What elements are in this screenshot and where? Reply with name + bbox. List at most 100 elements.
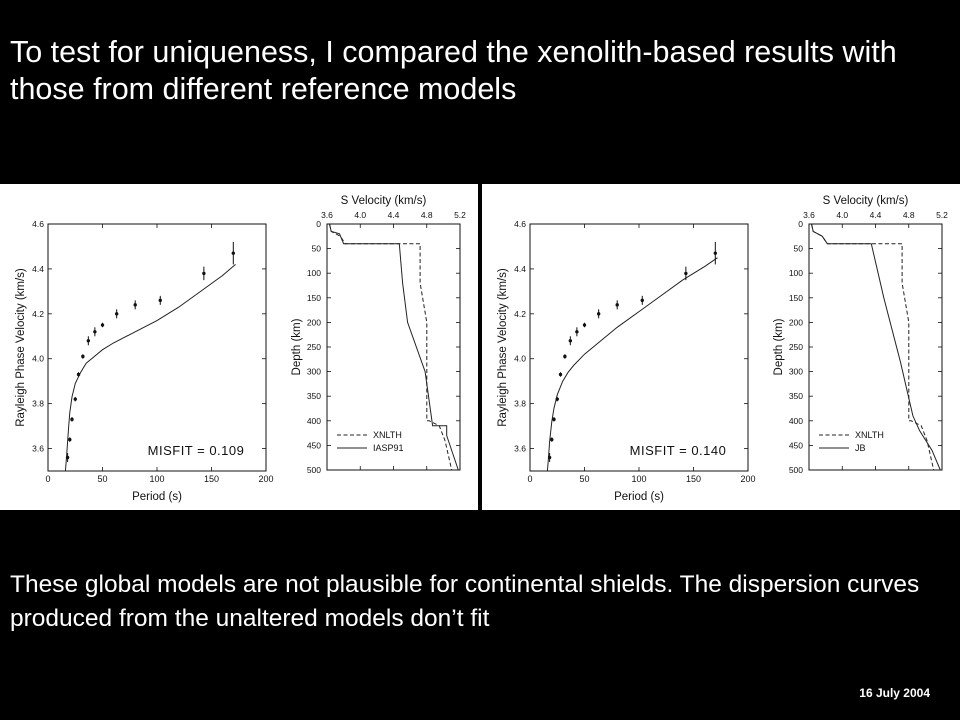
figure-panel-jb: 0 50 100 150 200 3.6 3.8 4.0 4.2 4.4 4.6 Period (s)… [482, 184, 960, 510]
y-tick-label: 250 [789, 342, 803, 352]
y-tick-label: 200 [789, 317, 803, 327]
figure-panel-right-svg: 0 50 100 150 200 3.6 3.8 4.0 4.2 4.4 4.6 Period (s)… [497, 195, 948, 503]
observed-point [684, 271, 688, 276]
y-tick-label: 350 [307, 391, 321, 401]
y-tick-label: 4.2 [514, 309, 526, 319]
y-axis-label: Rayleigh Phase Velocity (km/s) [497, 268, 509, 427]
x-tick-label: 5.2 [936, 210, 948, 220]
y-tick-label: 150 [789, 293, 803, 303]
y-tick-label: 0 [316, 219, 321, 229]
observed-point [713, 251, 717, 255]
y-axis-label: Depth (km) [291, 318, 303, 375]
x-tick-label: 4.4 [870, 210, 882, 220]
observed-point [558, 372, 563, 377]
observed-point [550, 437, 554, 442]
velocity-profile-jb [811, 223, 941, 471]
legend-label-xnlth: XNLTH [373, 430, 402, 440]
x-tick-label: 4.4 [388, 210, 400, 220]
observed-point [555, 397, 559, 401]
y-tick-label: 300 [789, 367, 803, 377]
predicted-dispersion-curve [64, 264, 236, 472]
y-tick-label: 450 [789, 440, 803, 450]
observed-point [552, 417, 556, 422]
misfit-annotation: MISFIT = 0.140 [630, 443, 727, 458]
observed-point [65, 455, 70, 460]
x-tick-label: 4.8 [903, 210, 915, 220]
y-tick-label: 100 [307, 268, 321, 278]
slide-caption: These global models are not plausible fo… [10, 571, 920, 632]
observed-point [158, 298, 162, 303]
y-tick-label: 4.6 [32, 219, 44, 229]
y-tick-label: 400 [307, 416, 321, 426]
x-tick-label: 0 [45, 474, 50, 484]
y-tick-label: 200 [307, 317, 321, 327]
observed-point [93, 330, 97, 334]
x-tick-label: 5.2 [454, 210, 466, 220]
y-tick-label: 3.8 [514, 399, 526, 409]
observed-point [81, 354, 85, 359]
observed-point [202, 271, 206, 276]
observed-point [231, 251, 235, 255]
x-tick-label: 100 [149, 474, 164, 484]
legend-label-iasp91: IASP91 [373, 443, 404, 453]
x-axis-label: Period (s) [614, 491, 664, 503]
x-axis-label: S Velocity (km/s) [823, 195, 909, 207]
predicted-dispersion-curve [546, 257, 718, 472]
velocity-profile-jb: 3.6 4.0 4.4 4.8 5.2 0 50 100 150 200 250 300 350 400 4… [773, 195, 948, 475]
observed-point [68, 437, 72, 442]
x-tick-label: 4.0 [836, 210, 848, 220]
observed-point [70, 417, 74, 422]
slide-date: 16 July 2004 [859, 686, 930, 700]
x-tick-label: 200 [258, 474, 273, 484]
y-tick-label: 450 [307, 440, 321, 450]
dispersion-chart-iasp91: 0 50 100 150 200 3.6 3.8 4.0 4.2 4.4 4.6 Period (s)… [15, 219, 274, 503]
observed-point [615, 303, 619, 307]
y-tick-label: 100 [789, 268, 803, 278]
x-tick-label: 150 [204, 474, 219, 484]
legend-label-jb: JB [855, 443, 866, 453]
y-tick-label: 300 [307, 367, 321, 377]
y-tick-label: 4.0 [32, 354, 44, 364]
observed-point [114, 312, 119, 316]
x-tick-label: 3.6 [321, 210, 333, 220]
y-tick-label: 3.8 [32, 399, 44, 409]
x-axis-label: S Velocity (km/s) [341, 195, 427, 207]
slide-title: To test for uniqueness, I compared the x… [10, 35, 897, 106]
y-tick-label: 0 [798, 219, 803, 229]
observed-point [100, 323, 105, 327]
y-tick-label: 500 [307, 465, 321, 475]
observed-point [575, 330, 579, 334]
y-tick-label: 4.0 [514, 354, 526, 364]
y-tick-label: 4.2 [32, 309, 44, 319]
y-axis-label: Depth (km) [773, 318, 785, 375]
x-tick-label: 150 [686, 474, 701, 484]
x-tick-label: 50 [579, 474, 589, 484]
legend-label-xnlth: XNLTH [855, 430, 884, 440]
x-tick-label: 0 [527, 474, 532, 484]
y-tick-label: 50 [312, 244, 322, 254]
y-tick-label: 3.6 [32, 444, 44, 454]
y-tick-label: 150 [307, 293, 321, 303]
observed-point [596, 312, 601, 316]
figure-panel-iasp91: 0 50 100 150 200 3.6 3.8 4.0 4.2 4.4 4.6 Period (s)… [0, 184, 478, 510]
observed-point [73, 397, 77, 401]
y-axis-label: Rayleigh Phase Velocity (km/s) [15, 268, 27, 427]
observed-point [547, 455, 552, 460]
observed-point [563, 354, 567, 359]
velocity-profile-iasp91 [329, 223, 459, 471]
y-tick-label: 50 [794, 244, 804, 254]
y-tick-label: 350 [789, 391, 803, 401]
observed-point [640, 298, 644, 303]
observed-point [568, 339, 573, 343]
x-tick-label: 4.8 [421, 210, 433, 220]
x-tick-label: 200 [740, 474, 755, 484]
figure-panel-left-svg: 0 50 100 150 200 3.6 3.8 4.0 4.2 4.4 4.6 Period (s)… [15, 195, 466, 503]
y-tick-label: 4.4 [514, 264, 526, 274]
y-tick-label: 4.4 [32, 264, 44, 274]
misfit-annotation: MISFIT = 0.109 [148, 443, 245, 458]
y-tick-label: 250 [307, 342, 321, 352]
y-tick-label: 500 [789, 465, 803, 475]
observed-point [133, 303, 137, 307]
x-axis-label: Period (s) [132, 491, 182, 503]
x-tick-label: 50 [97, 474, 107, 484]
